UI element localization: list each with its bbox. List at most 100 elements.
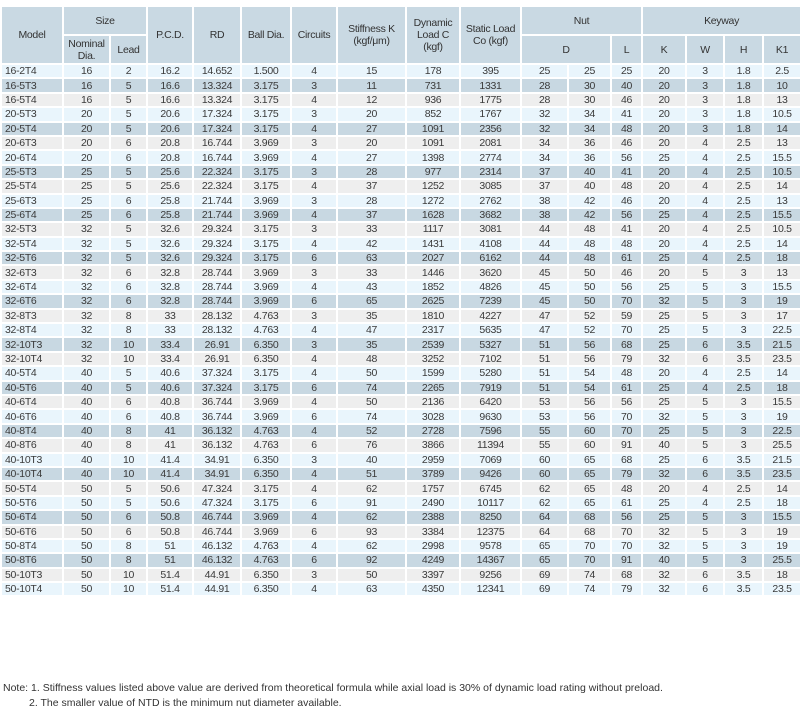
- table-row: 20-6T3 20 6 20.8 16.744 3.969 3 20 1091 2081 34 36 4…: [0, 134, 800, 152]
- cell-circuits: 3: [290, 451, 339, 468]
- cell-nut-d-min: 47: [520, 322, 570, 339]
- cell-keyway-w: 4: [685, 235, 726, 253]
- cell-ball-dia: 3.175: [240, 163, 293, 181]
- cell-keyway-k1: 23.5: [762, 581, 800, 598]
- cell-nut-d-min: 34: [520, 134, 570, 152]
- cell-lead: 5: [108, 221, 149, 238]
- cell-dynamic-load: 4249: [405, 552, 462, 569]
- cell-nut-l: 46: [610, 192, 644, 209]
- cell-keyway-k: 25: [641, 494, 688, 512]
- cell-keyway-k: 32: [641, 537, 688, 555]
- cell-static-load: 7919: [459, 379, 523, 397]
- cell-stiffness: 76: [336, 437, 408, 454]
- cell-static-load: 14367: [459, 552, 523, 569]
- cell-keyway-h: 2.5: [723, 149, 765, 166]
- cell-nut-d-min: 38: [520, 206, 570, 224]
- cell-model: 50-6T6: [0, 523, 64, 540]
- cell-nut-l: 56: [610, 149, 644, 166]
- cell-dynamic-load: 1431: [405, 235, 462, 253]
- cell-keyway-h: 2.5: [723, 235, 765, 253]
- cell-keyway-h: 2.5: [723, 178, 765, 195]
- cell-nut-l: 79: [610, 581, 644, 598]
- cell-ball-dia: 6.350: [240, 451, 293, 468]
- cell-circuits: 4: [290, 206, 339, 224]
- header-stiffness: Stiffness K (kgf/μm): [336, 5, 408, 65]
- cell-nut-d-max: 48: [567, 235, 613, 253]
- cell-keyway-h: 3: [723, 422, 765, 440]
- cell-rd: 34.91: [192, 465, 243, 483]
- cell-nut-d-min: 47: [520, 307, 570, 325]
- cell-ball-dia: 3.969: [240, 134, 293, 152]
- cell-nominal-dia: 40: [62, 379, 111, 397]
- cell-circuits: 4: [290, 91, 339, 109]
- cell-ball-dia: 1.500: [240, 62, 293, 80]
- cell-dynamic-load: 936: [405, 91, 462, 109]
- cell-keyway-k: 25: [641, 322, 688, 339]
- cell-nut-l: 48: [610, 365, 644, 382]
- cell-stiffness: 33: [336, 264, 408, 281]
- cell-nut-d-min: 69: [520, 581, 570, 598]
- cell-stiffness: 20: [336, 134, 408, 152]
- cell-model: 40-10T4: [0, 465, 64, 483]
- cell-keyway-w: 5: [685, 322, 726, 339]
- cell-keyway-h: 3: [723, 552, 765, 569]
- cell-nut-d-max: 36: [567, 149, 613, 166]
- cell-lead: 2: [108, 62, 149, 80]
- cell-nut-d-max: 70: [567, 552, 613, 569]
- header-ball-dia: Ball Dia.: [240, 5, 293, 65]
- cell-stiffness: 42: [336, 235, 408, 253]
- cell-dynamic-load: 1852: [405, 278, 462, 296]
- cell-ball-dia: 4.763: [240, 537, 293, 555]
- cell-keyway-w: 3: [685, 62, 726, 80]
- header-lead: Lead: [108, 34, 149, 65]
- cell-nut-d-max: 56: [567, 408, 613, 425]
- cell-rd: 28.132: [192, 322, 243, 339]
- cell-nominal-dia: 40: [62, 408, 111, 425]
- cell-nominal-dia: 32: [62, 322, 111, 339]
- cell-nut-d-max: 52: [567, 307, 613, 325]
- cell-pcd: 32.6: [146, 221, 195, 238]
- cell-keyway-k: 32: [641, 581, 688, 598]
- cell-pcd: 41: [146, 437, 195, 454]
- cell-dynamic-load: 3252: [405, 350, 462, 368]
- cell-keyway-w: 5: [685, 408, 726, 425]
- cell-keyway-h: 2.5: [723, 250, 765, 267]
- cell-keyway-w: 4: [685, 134, 726, 152]
- cell-keyway-w: 4: [685, 192, 726, 209]
- cell-nut-d-min: 45: [520, 293, 570, 310]
- cell-static-load: 1775: [459, 91, 523, 109]
- cell-stiffness: 50: [336, 566, 408, 584]
- cell-model: 40-5T4: [0, 365, 64, 382]
- cell-keyway-k1: 15.5: [762, 149, 800, 166]
- table-row: 20-5T4 20 5 20.6 17.324 3.175 4 27 1091 2356 32 34 4…: [0, 120, 800, 137]
- cell-pcd: 32.8: [146, 264, 195, 281]
- cell-nut-l: 70: [610, 523, 644, 540]
- cell-keyway-k1: 10.5: [762, 163, 800, 181]
- cell-keyway-w: 5: [685, 509, 726, 526]
- cell-circuits: 3: [290, 566, 339, 584]
- cell-keyway-k1: 18: [762, 379, 800, 397]
- header-w: W: [685, 34, 726, 65]
- cell-model: 16-5T4: [0, 91, 64, 109]
- cell-circuits: 3: [290, 264, 339, 281]
- cell-pcd: 25.8: [146, 192, 195, 209]
- cell-static-load: 6420: [459, 393, 523, 411]
- cell-model: 16-2T4: [0, 62, 64, 80]
- cell-nut-l: 56: [610, 206, 644, 224]
- cell-keyway-w: 6: [685, 566, 726, 584]
- table-row: 32-6T6 32 6 32.8 28.744 3.969 6 65 2625 7239 45 50 7…: [0, 293, 800, 310]
- cell-nut-d-min: 37: [520, 163, 570, 181]
- header-pcd: P.C.D.: [146, 5, 195, 65]
- cell-stiffness: 74: [336, 408, 408, 425]
- cell-lead: 5: [108, 480, 149, 497]
- table-row: 40-8T4 40 8 41 36.132 4.763 4 52 2728 7596 55 60 70 2…: [0, 422, 800, 440]
- cell-lead: 10: [108, 336, 149, 353]
- cell-dynamic-load: 1446: [405, 264, 462, 281]
- cell-rd: 47.324: [192, 494, 243, 512]
- cell-nut-d-min: 51: [520, 336, 570, 353]
- cell-nut-d-max: 65: [567, 480, 613, 497]
- header-nut: Nut: [520, 5, 644, 36]
- cell-nut-d-min: 25: [520, 62, 570, 80]
- cell-keyway-k1: 13: [762, 192, 800, 209]
- cell-ball-dia: 3.175: [240, 480, 293, 497]
